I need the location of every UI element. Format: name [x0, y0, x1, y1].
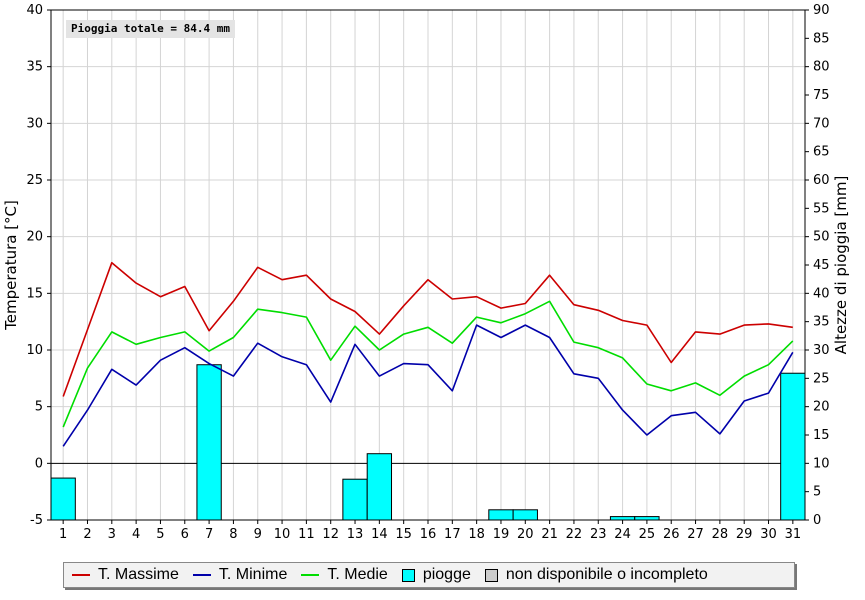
x-tick-label: 10: [274, 527, 291, 542]
legend-item: T. Minime: [192, 566, 288, 584]
legend-item: piogge: [401, 566, 471, 584]
legend-box-swatch: [401, 568, 415, 582]
x-tick-label: 17: [444, 527, 461, 542]
y-tick-label-right: 50: [813, 230, 830, 245]
x-tick-label: 18: [468, 527, 485, 542]
legend-item: T. Massime: [72, 566, 179, 584]
y-tick-label-right: 40: [813, 286, 830, 301]
y-tick-label-right: 25: [813, 371, 830, 386]
y-tick-label-right: 55: [813, 201, 830, 216]
x-tick-label: 9: [254, 527, 262, 542]
rain-bar: [342, 478, 368, 521]
temperature-lines: [62, 261, 794, 447]
rain-bar: [609, 516, 636, 521]
x-tick-label: 26: [663, 527, 680, 542]
legend-label: T. Minime: [218, 566, 288, 583]
y-tick-label-right: 10: [813, 456, 830, 471]
x-tick-label: 3: [108, 527, 116, 542]
rain-bar: [488, 509, 514, 521]
legend-item: non disponibile o incompleto: [484, 566, 708, 584]
axes: [47, 9, 809, 524]
rain-total-annotation: Pioggia totale = 84.4 mm: [66, 20, 235, 38]
y-tick-label-right: 30: [813, 343, 830, 358]
series-line-t-minime: [62, 324, 794, 447]
y-tick-label-left: 30: [26, 116, 43, 131]
y-tick-label-left: 5: [35, 400, 43, 415]
rain-bar: [196, 364, 222, 521]
x-tick-label: 1: [59, 527, 67, 542]
rain-bar: [512, 509, 538, 521]
legend-line-swatch: [301, 574, 320, 576]
grid-lines: [51, 9, 805, 521]
x-tick-label: 27: [687, 527, 704, 542]
y-tick-label-right: 85: [813, 31, 830, 46]
rain-bar: [634, 516, 660, 521]
y-tick-label-right: 75: [813, 88, 830, 103]
x-tick-label: 21: [541, 527, 558, 542]
series-line-t-medie: [62, 300, 794, 428]
x-tick-label: 30: [760, 527, 777, 542]
y-tick-label-left: 0: [35, 456, 43, 471]
legend-label: T. Medie: [327, 566, 388, 583]
tick-labels: -505101520253035400510152025303540455055…: [26, 3, 829, 542]
x-tick-label: 24: [614, 527, 631, 542]
y-tick-label-left: 20: [26, 230, 43, 245]
x-tick-label: 16: [420, 527, 437, 542]
x-tick-label: 20: [517, 527, 534, 542]
y-tick-label-left: 35: [26, 60, 43, 75]
x-tick-label: 15: [395, 527, 412, 542]
x-tick-label: 28: [712, 527, 729, 542]
legend-box-swatch: [484, 568, 498, 582]
y-tick-label-right: 45: [813, 258, 830, 273]
y-tick-label-right: 90: [813, 3, 830, 18]
x-tick-label: 29: [736, 527, 753, 542]
x-tick-label: 5: [156, 527, 164, 542]
y-tick-label-right: 70: [813, 116, 830, 131]
x-tick-label: 22: [566, 527, 583, 542]
x-tick-label: 31: [785, 527, 802, 542]
rain-bar: [50, 477, 76, 521]
y-tick-label-right: 80: [813, 60, 830, 75]
x-tick-label: 12: [322, 527, 339, 542]
x-tick-label: 8: [229, 527, 237, 542]
y-tick-label-left: 40: [26, 3, 43, 18]
y-tick-label-right: 20: [813, 400, 830, 415]
y-tick-label-left: 10: [26, 343, 43, 358]
y-tick-label-right: 5: [813, 485, 821, 500]
legend-item: T. Medie: [301, 566, 388, 584]
x-tick-label: 7: [205, 527, 213, 542]
rain-bar: [780, 372, 806, 521]
y-tick-label-left: 25: [26, 173, 43, 188]
rain-bar: [366, 453, 393, 521]
y-tick-label-right: 0: [813, 513, 821, 528]
y-tick-label-right: 60: [813, 173, 830, 188]
legend-label: piogge: [422, 566, 471, 583]
x-tick-label: 4: [132, 527, 140, 542]
x-tick-label: 23: [590, 527, 607, 542]
x-tick-label: 11: [298, 527, 315, 542]
y-tick-label-right: 35: [813, 315, 830, 330]
legend-label: T. Massime: [98, 566, 179, 583]
series-line-t-massime: [62, 261, 793, 397]
rain-bars: [50, 364, 806, 521]
legend-label: non disponibile o incompleto: [505, 566, 708, 583]
y-tick-label-right: 15: [813, 428, 830, 443]
y-axis-title-left: Temperatura [°C]: [2, 200, 20, 331]
x-tick-label: 6: [181, 527, 189, 542]
y-tick-label-left: -5: [30, 513, 43, 528]
x-tick-label: 19: [493, 527, 510, 542]
x-tick-label: 13: [347, 527, 364, 542]
y-tick-label-left: 15: [26, 286, 43, 301]
x-tick-label: 25: [639, 527, 656, 542]
chart-legend: T. Massime T. Minime T. Medie piogge non dis…: [63, 562, 795, 588]
legend-line-swatch: [72, 574, 90, 576]
legend-line-swatch: [192, 574, 211, 576]
y-axis-title-right: Altezze di pioggia [mm]: [832, 176, 850, 355]
x-tick-label: 14: [371, 527, 388, 542]
y-tick-label-right: 65: [813, 145, 830, 160]
x-tick-label: 2: [83, 527, 91, 542]
